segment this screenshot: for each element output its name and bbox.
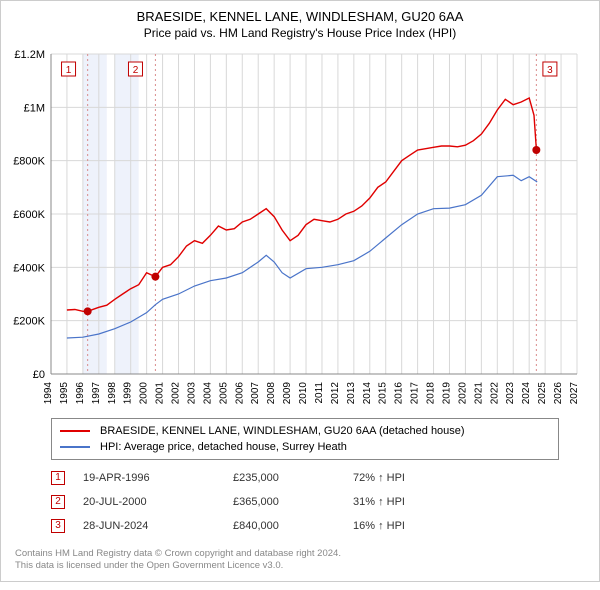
sales-row-3: 3 28-JUN-2024 £840,000 16% ↑ HPI (51, 514, 559, 538)
svg-text:2019: 2019 (441, 382, 452, 405)
svg-text:£200K: £200K (13, 316, 45, 328)
svg-text:2027: 2027 (569, 382, 580, 405)
sales-table: 1 19-APR-1996 £235,000 72% ↑ HPI 2 20-JU… (51, 466, 559, 538)
svg-text:2023: 2023 (505, 382, 516, 405)
legend-row-hpi: HPI: Average price, detached house, Surr… (60, 439, 550, 455)
svg-text:1998: 1998 (107, 382, 118, 405)
sale-date-3: 28-JUN-2024 (83, 520, 233, 532)
chart-svg: £0 £200K £400K £600K £800K £1M £1.2M 1994 1995 19… (1, 44, 599, 414)
sale-pct-3: 16% ↑ HPI (353, 520, 473, 532)
svg-text:£800K: £800K (13, 156, 45, 168)
svg-text:1996: 1996 (75, 382, 86, 405)
sale-pct-1: 72% ↑ HPI (353, 472, 473, 484)
sale-marker-2: 2 (51, 495, 65, 509)
legend: BRAESIDE, KENNEL LANE, WINDLESHAM, GU20 … (51, 418, 559, 460)
legend-label-hpi: HPI: Average price, detached house, Surr… (100, 441, 347, 453)
legend-row-property: BRAESIDE, KENNEL LANE, WINDLESHAM, GU20 … (60, 423, 550, 439)
svg-text:2014: 2014 (362, 382, 373, 405)
legend-swatch-property (60, 430, 90, 432)
svg-text:2006: 2006 (234, 382, 245, 405)
legend-label-property: BRAESIDE, KENNEL LANE, WINDLESHAM, GU20 … (100, 425, 465, 437)
svg-text:1999: 1999 (123, 382, 134, 405)
chart-container: BRAESIDE, KENNEL LANE, WINDLESHAM, GU20 … (0, 0, 600, 582)
sale-price-2: £365,000 (233, 496, 353, 508)
svg-text:1994: 1994 (43, 382, 54, 405)
sale-date-1: 19-APR-1996 (83, 472, 233, 484)
footer: Contains HM Land Registry data © Crown c… (1, 544, 599, 581)
svg-text:1997: 1997 (91, 382, 102, 405)
svg-text:2001: 2001 (155, 382, 166, 405)
svg-text:2004: 2004 (202, 382, 213, 405)
svg-text:2008: 2008 (266, 382, 277, 405)
legend-swatch-hpi (60, 446, 90, 448)
sale-price-1: £235,000 (233, 472, 353, 484)
chart-title: BRAESIDE, KENNEL LANE, WINDLESHAM, GU20 … (5, 9, 595, 24)
svg-text:2011: 2011 (314, 382, 325, 404)
svg-text:£1M: £1M (24, 102, 45, 114)
svg-text:2018: 2018 (426, 382, 437, 405)
svg-text:2007: 2007 (250, 382, 261, 405)
sale-date-2: 20-JUL-2000 (83, 496, 233, 508)
svg-text:2005: 2005 (218, 382, 229, 405)
svg-text:2026: 2026 (553, 382, 564, 405)
svg-text:1: 1 (66, 65, 72, 76)
footer-line-1: Contains HM Land Registry data © Crown c… (15, 548, 589, 560)
svg-text:£400K: £400K (13, 262, 45, 274)
svg-text:2: 2 (133, 65, 139, 76)
svg-text:3: 3 (547, 65, 553, 76)
footer-line-2: This data is licensed under the Open Gov… (15, 560, 589, 572)
svg-text:2016: 2016 (394, 382, 405, 405)
sale-price-3: £840,000 (233, 520, 353, 532)
svg-text:1995: 1995 (59, 382, 70, 405)
sales-row-2: 2 20-JUL-2000 £365,000 31% ↑ HPI (51, 490, 559, 514)
svg-text:£1.2M: £1.2M (14, 49, 45, 61)
svg-text:2013: 2013 (346, 382, 357, 405)
chart-subtitle: Price paid vs. HM Land Registry's House … (5, 26, 595, 40)
svg-text:2021: 2021 (473, 382, 484, 405)
svg-text:2000: 2000 (139, 382, 150, 405)
sale-marker-3: 3 (51, 519, 65, 533)
svg-text:2017: 2017 (410, 382, 421, 405)
svg-text:2003: 2003 (186, 382, 197, 405)
svg-text:2025: 2025 (537, 382, 548, 405)
sales-row-1: 1 19-APR-1996 £235,000 72% ↑ HPI (51, 466, 559, 490)
svg-text:2020: 2020 (457, 382, 468, 405)
svg-text:2015: 2015 (378, 382, 389, 405)
chart-header: BRAESIDE, KENNEL LANE, WINDLESHAM, GU20 … (1, 1, 599, 44)
svg-text:£600K: £600K (13, 209, 45, 221)
svg-text:2010: 2010 (298, 382, 309, 405)
svg-text:2022: 2022 (489, 382, 500, 405)
svg-text:£0: £0 (33, 369, 45, 381)
svg-text:2012: 2012 (330, 382, 341, 405)
chart-plot-area: £0 £200K £400K £600K £800K £1M £1.2M 1994 1995 19… (1, 44, 599, 414)
svg-text:2009: 2009 (282, 382, 293, 405)
svg-text:2002: 2002 (171, 382, 182, 405)
sale-pct-2: 31% ↑ HPI (353, 496, 473, 508)
sale-marker-1: 1 (51, 471, 65, 485)
svg-text:2024: 2024 (521, 382, 532, 405)
